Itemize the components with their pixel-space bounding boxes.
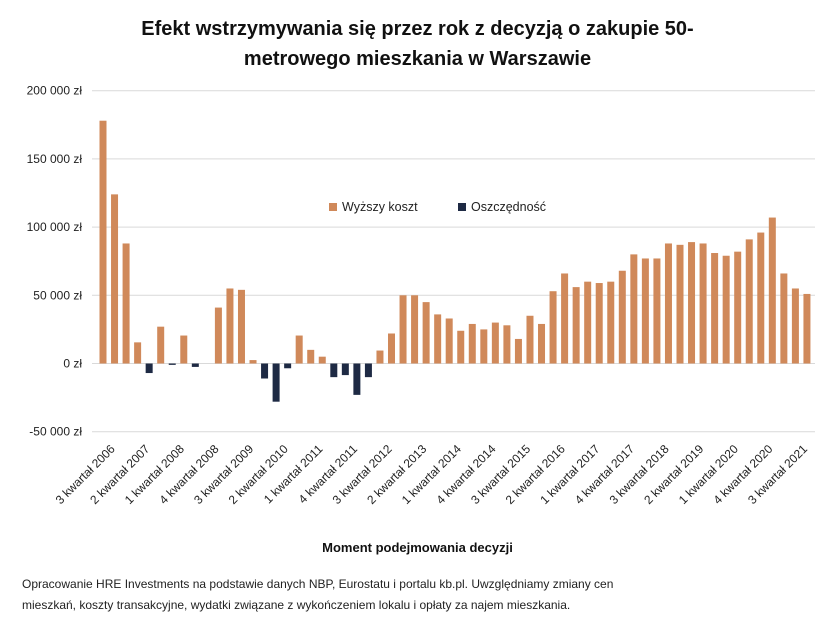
- chart-title-text: Efekt wstrzymywania się przez rok z decy…: [141, 18, 694, 70]
- legend-swatch: [329, 203, 337, 211]
- bar-higher-cost: [214, 307, 222, 364]
- bar-higher-cost: [676, 244, 684, 364]
- bar-higher-cost: [768, 217, 776, 364]
- bar-higher-cost: [780, 273, 788, 364]
- bar-higher-cost: [376, 350, 384, 364]
- bar-higher-cost: [745, 239, 753, 364]
- footnote-line-1: Opracowanie HRE Investments na podstawie…: [22, 577, 614, 591]
- bar-higher-cost: [618, 270, 626, 364]
- bar-higher-cost: [514, 338, 522, 364]
- bar-higher-cost: [803, 293, 811, 364]
- chart-title: Efekt wstrzymywania się przez rok z decy…: [0, 14, 835, 74]
- bar-higher-cost: [99, 120, 107, 364]
- bar-higher-cost: [595, 283, 603, 364]
- bar-higher-cost: [757, 232, 765, 364]
- bar-higher-cost: [226, 288, 234, 364]
- bar-higher-cost: [122, 243, 130, 364]
- bar-higher-cost: [411, 295, 419, 364]
- footnote-line-2: mieszkań, koszty transakcyjne, wydatki z…: [22, 598, 571, 612]
- legend-swatch: [458, 203, 466, 211]
- bar-higher-cost: [630, 254, 638, 364]
- y-tick-label: 100 000 zł: [27, 220, 83, 234]
- y-tick-label: 50 000 zł: [33, 288, 82, 302]
- bar-higher-cost: [422, 302, 430, 364]
- bar-savings: [284, 363, 292, 369]
- chart-plot: 200 000 zł 150 000 zł 100 000 zł 50 000 zł 0…: [27, 84, 815, 507]
- bar-savings: [341, 363, 349, 376]
- bar-savings: [353, 363, 361, 395]
- bar-savings: [272, 363, 280, 402]
- bar-higher-cost: [572, 287, 580, 364]
- bar-higher-cost: [538, 323, 546, 364]
- bar-higher-cost: [664, 243, 672, 364]
- y-tick-label: -50 000 zł: [29, 425, 82, 439]
- bar-higher-cost: [549, 291, 557, 364]
- x-tick-label: 3 kwartał 2006: [53, 442, 118, 507]
- bar-higher-cost: [399, 295, 407, 364]
- bar-higher-cost: [388, 333, 395, 364]
- bar-higher-cost: [468, 323, 476, 364]
- bar-higher-cost: [295, 335, 303, 364]
- bar-savings: [145, 363, 153, 374]
- bar-higher-cost: [307, 349, 315, 364]
- bar-higher-cost: [722, 255, 730, 364]
- bar-higher-cost: [607, 281, 615, 364]
- bar-savings: [330, 363, 338, 378]
- bar-higher-cost: [134, 342, 142, 364]
- bar-higher-cost: [561, 273, 569, 364]
- bar-higher-cost: [526, 315, 534, 364]
- y-tick-label: 200 000 zł: [27, 84, 83, 98]
- bar-savings: [364, 363, 372, 378]
- bar-higher-cost: [653, 258, 661, 364]
- bar-higher-cost: [688, 242, 696, 364]
- bar-higher-cost: [584, 281, 592, 364]
- y-tick-label: 150 000 zł: [27, 152, 83, 166]
- bar-higher-cost: [318, 356, 326, 364]
- bar-higher-cost: [503, 325, 511, 364]
- bar-savings: [261, 363, 269, 379]
- bar-higher-cost: [237, 289, 245, 364]
- bar-higher-cost: [157, 326, 165, 364]
- bar-higher-cost: [491, 322, 499, 364]
- y-tick-label: 0 zł: [63, 357, 82, 371]
- bar-higher-cost: [734, 251, 742, 364]
- legend-label: Wyższy koszt: [342, 200, 418, 214]
- bar-higher-cost: [480, 329, 488, 364]
- bar-higher-cost: [180, 335, 188, 364]
- bar-higher-cost: [641, 258, 649, 364]
- bar-higher-cost: [699, 243, 707, 364]
- legend-label: Oszczędność: [471, 200, 546, 214]
- bar-higher-cost: [111, 194, 119, 364]
- bar-higher-cost: [434, 314, 442, 364]
- bar-higher-cost: [791, 288, 799, 364]
- bar-higher-cost: [711, 253, 719, 364]
- x-axis-title: Moment podejmowania decyzji: [322, 540, 513, 555]
- bar-higher-cost: [457, 330, 465, 364]
- footnote: Opracowanie HRE Investments na podstawie…: [22, 574, 822, 616]
- bar-savings: [168, 363, 176, 365]
- bar-higher-cost: [445, 318, 453, 364]
- bar-higher-cost: [249, 360, 257, 364]
- bar-savings: [191, 363, 199, 367]
